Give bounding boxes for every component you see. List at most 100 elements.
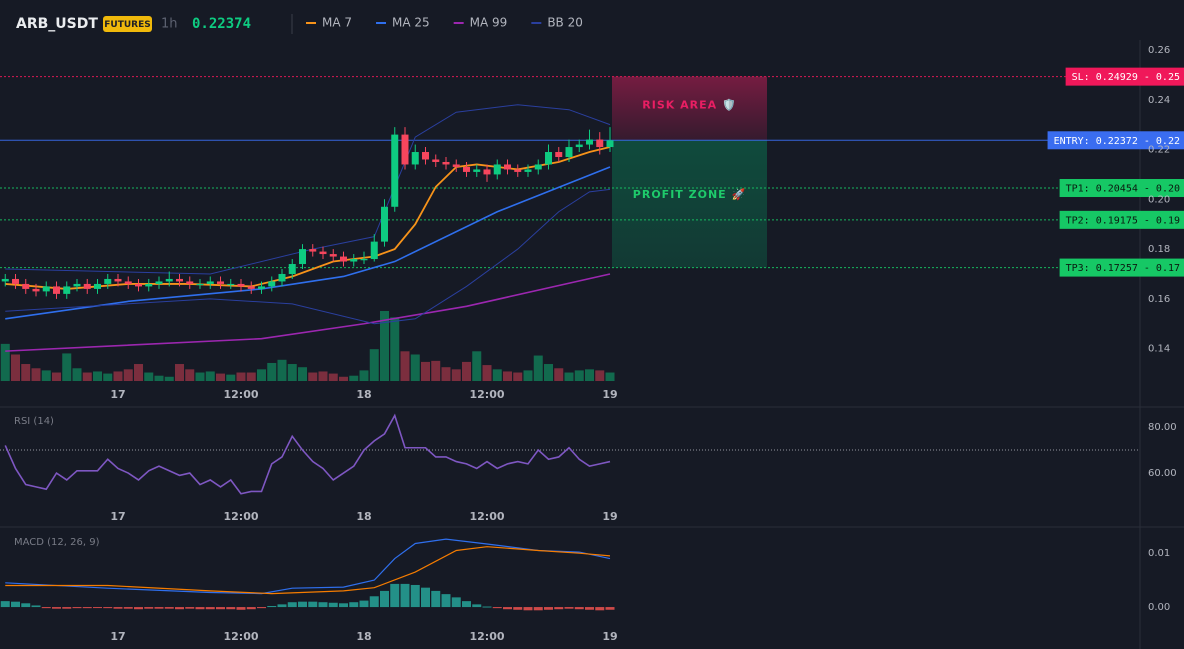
candle-body [258,286,265,289]
volume-bar [400,351,410,381]
volume-bar [185,369,195,381]
volume-bar [390,317,400,381]
volume-bar [318,371,328,381]
volume-bar [462,361,471,381]
histogram-bar [287,602,297,608]
histogram-bar [31,605,41,608]
x-tick-label: 12:00 [469,630,504,643]
candle-body [186,281,194,284]
y-tick-label: 0.20 [1148,194,1170,205]
volume-bar [52,372,61,381]
x-tick-label: 12:00 [469,388,504,401]
histogram-bar [564,607,574,609]
volume-bar [513,372,523,381]
histogram-bar [574,607,584,610]
legend-label: BB 20 [547,16,583,30]
volume-bar [574,370,584,381]
candle-body [391,134,399,207]
legend-label: MA 7 [322,16,352,30]
histogram-bar [380,590,389,608]
histogram-bar [605,607,615,610]
candle-body [83,283,91,289]
candle-body [493,164,501,175]
candle-body [145,283,153,287]
x-tick-label: 17 [110,388,125,401]
histogram-bar [410,584,420,608]
x-tick-label: 18 [356,388,371,401]
candle-body [596,139,604,148]
volume-bar [134,364,143,381]
candle-body [217,281,224,284]
candle-body [422,152,429,160]
volume-bar [103,373,113,381]
candle-body [463,166,470,172]
candle-body [381,206,388,242]
volume-bar [154,375,164,381]
volume-bar [267,362,277,381]
histogram-bar [267,605,277,608]
x-tick-label: 12:00 [469,510,504,523]
histogram-bar [328,602,338,608]
volume-bar [31,368,41,381]
histogram-bar [236,607,246,610]
badge-bg [103,16,152,32]
candle-body [22,283,30,289]
histogram-bar [195,607,205,610]
volume-bar [472,351,482,381]
level-label-bg [1047,131,1184,150]
candle-body [514,169,522,172]
volume-bar [369,349,379,381]
candle-body [32,288,40,292]
volume-bar [72,368,82,381]
histogram-bar [595,607,605,611]
volume-bar [216,373,225,381]
candle-body [442,161,450,165]
histogram-bar [0,601,10,608]
histogram-bar [134,607,143,610]
candle-body [206,281,214,284]
ma-line [5,146,611,290]
candle-body [1,278,9,282]
candle-body [483,169,491,175]
x-tick-label: 18 [356,630,371,643]
candle-body [268,281,276,287]
candle-body [247,286,255,289]
y-tick-label: 0.01 [1148,548,1170,559]
volume-bar [431,360,441,381]
volume-bar [236,372,246,381]
candle-body [237,283,245,287]
macd-line [5,546,611,595]
candle-body [411,152,419,165]
ma-line [5,166,611,320]
histogram-bar [339,603,348,608]
candle-body [401,134,409,165]
histogram-bar [359,600,369,608]
y-tick-label: 80.00 [1148,422,1177,433]
candle-body [432,159,440,162]
band-line [5,104,611,275]
histogram-bar [523,607,533,611]
histogram-bar [298,601,307,608]
volume-bar [287,364,297,381]
candle-body [575,144,583,148]
histogram-bar [72,607,82,609]
candle-body [12,278,19,284]
histogram-bar [554,607,564,610]
candle-body [124,281,132,284]
candle-body [319,251,327,255]
candle-body [165,278,173,282]
level-label: TP3: 0.17257 - 0.17 [1066,263,1180,274]
x-tick-label: 12:00 [223,510,258,523]
candle-body [278,273,286,282]
histogram-bar [441,594,451,608]
candle-body [534,164,542,170]
histogram-bar [431,590,441,608]
candle-body [114,278,122,282]
volume-bar [113,371,123,381]
level-label: SL: 0.24929 - 0.25 [1072,72,1180,83]
candle-body [586,139,593,145]
volume-bar [93,371,102,381]
histogram-bar [349,602,359,608]
histogram-bar [390,583,400,608]
